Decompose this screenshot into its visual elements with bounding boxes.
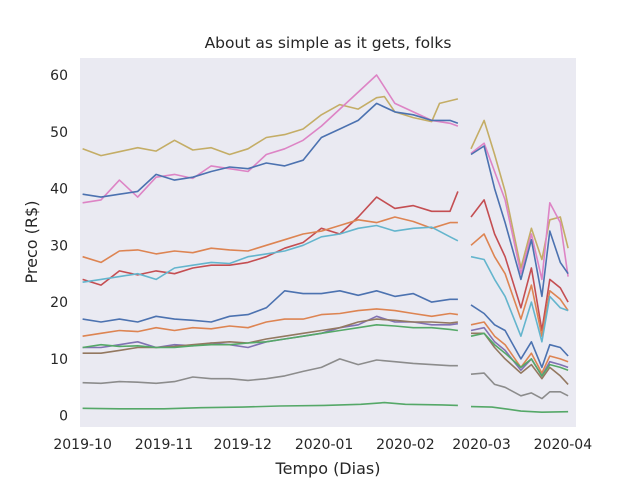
series-line-2-segment-2	[470, 142, 569, 281]
series-line-6-segment-2	[470, 255, 569, 343]
y-tick-label: 50	[50, 125, 68, 141]
series-line-2-segment-1	[82, 74, 459, 204]
series-line-1-segment-2	[470, 119, 569, 269]
plot-area	[80, 58, 576, 427]
y-tick-label: 40	[50, 182, 68, 198]
x-tick-labels: 2019-10 2019-11 2019-12 2020-01 2020-02 2020-…	[53, 437, 592, 453]
series-line-9-segment-2	[470, 326, 569, 377]
y-tick-label: 30	[50, 238, 68, 254]
y-tick-label: 0	[59, 409, 68, 425]
series-line-13-segment-1	[82, 401, 458, 410]
chart-title: About as simple as it gets, folks	[205, 34, 452, 52]
series-line-8-segment-1	[82, 308, 459, 337]
series-line-10-segment-1	[82, 318, 459, 354]
series-line-8-segment-2	[470, 321, 569, 374]
x-tick-label: 2019-11	[135, 437, 194, 453]
y-tick-labels: 0 10 20 30 40 50 60	[50, 68, 68, 425]
y-tick-label: 60	[50, 68, 68, 84]
y-tick-label: 20	[50, 295, 68, 311]
series-line-13-segment-2	[470, 405, 569, 413]
series-line-7-segment-1	[82, 290, 458, 323]
series-line-5-segment-2	[470, 233, 569, 337]
y-axis-label: Preco (R$)	[22, 201, 41, 284]
series-line-1-segment-1	[82, 95, 459, 157]
series-line-3-segment-2	[470, 145, 569, 298]
series-line-12-segment-2	[470, 372, 569, 400]
x-tick-label: 2020-04	[534, 437, 593, 453]
series-line-6-segment-1	[82, 224, 459, 283]
series-line-10-segment-2	[471, 332, 569, 385]
x-tick-label: 2020-01	[295, 437, 354, 453]
x-axis-label: Tempo (Dias)	[275, 459, 381, 478]
series-line-4-segment-2	[470, 199, 569, 332]
series-line-11-segment-2	[470, 332, 569, 377]
series-line-5-segment-1	[82, 216, 458, 264]
series-line-12-segment-1	[82, 358, 458, 385]
series-line-3-segment-1	[82, 102, 459, 198]
x-tick-label: 2020-03	[452, 437, 511, 453]
x-tick-label: 2019-10	[53, 437, 112, 453]
series-layer	[82, 74, 569, 413]
series-line-11-segment-1	[82, 324, 459, 349]
series-line-7-segment-2	[470, 304, 569, 369]
x-tick-label: 2019-12	[213, 437, 272, 453]
x-tick-label: 2020-02	[376, 437, 435, 453]
y-tick-label: 10	[50, 352, 68, 368]
